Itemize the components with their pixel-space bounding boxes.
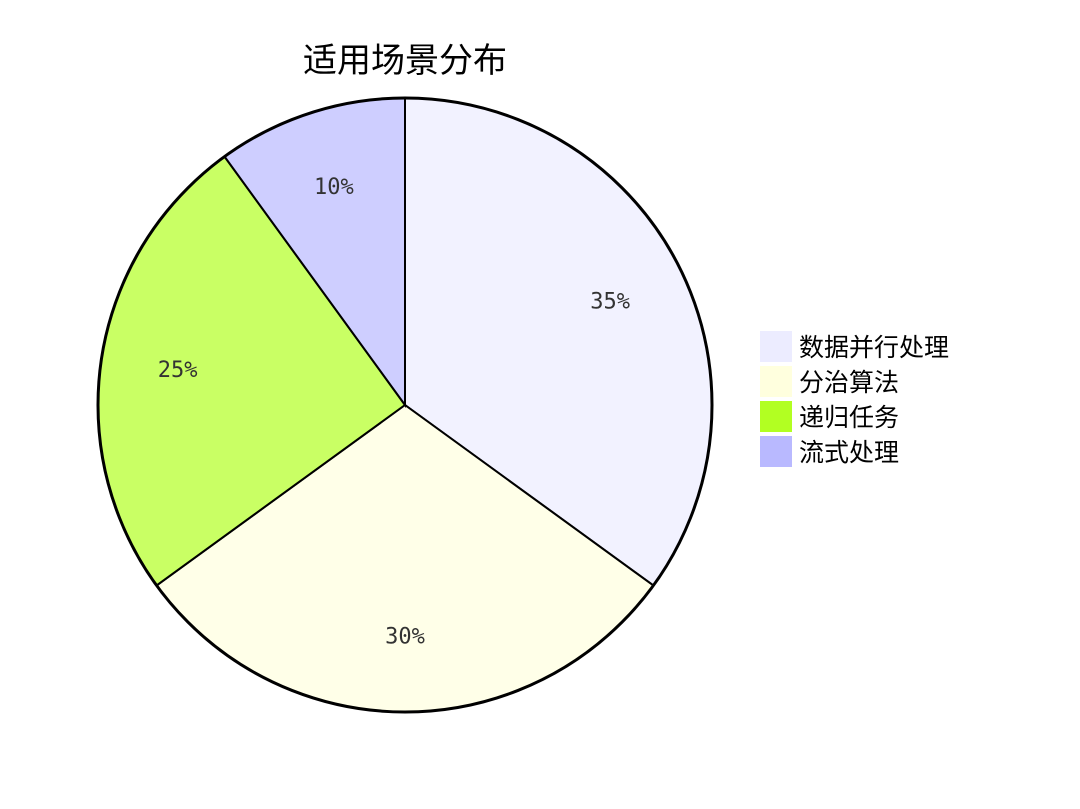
- slice-label-1: 30%: [385, 624, 425, 649]
- slice-label-3: 10%: [314, 175, 354, 200]
- legend-swatch-2: [760, 401, 792, 432]
- legend-swatch-1: [760, 366, 792, 397]
- legend-swatch-3: [760, 436, 792, 467]
- slice-label-2: 25%: [158, 358, 198, 383]
- slice-label-0: 35%: [590, 289, 630, 314]
- legend-swatch-0: [760, 331, 792, 362]
- legend-label-2: 递归任务: [799, 403, 899, 432]
- chart-title: 适用场景分布: [303, 41, 507, 81]
- legend-label-0: 数据并行处理: [799, 333, 949, 362]
- pie-outline: [96, 96, 714, 714]
- legend-label-3: 流式处理: [799, 438, 899, 467]
- legend-label-1: 分治算法: [799, 368, 899, 397]
